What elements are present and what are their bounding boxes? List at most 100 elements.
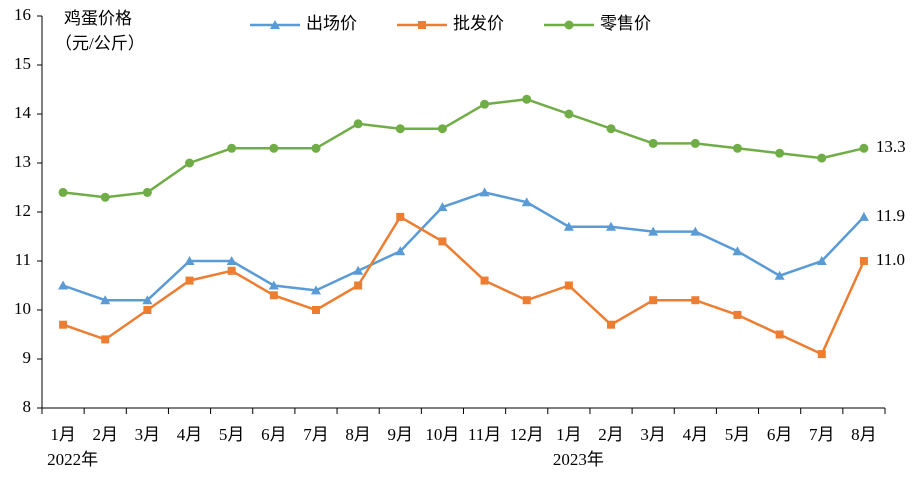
marker	[353, 265, 364, 275]
marker	[101, 335, 110, 344]
x-group-label: 2022年	[47, 450, 98, 469]
marker	[859, 143, 869, 153]
x-tick-label: 1月	[50, 425, 76, 444]
x-tick-label: 8月	[851, 425, 877, 444]
marker	[226, 256, 237, 265]
series-line	[62, 191, 865, 302]
y-tick-label: 13	[14, 152, 31, 171]
marker	[100, 295, 111, 305]
x-tick-label: 1月	[556, 425, 582, 444]
y-tick-label: 15	[14, 54, 31, 73]
marker	[227, 266, 236, 275]
marker	[395, 246, 406, 256]
x-tick-label: 7月	[809, 425, 835, 444]
x-tick-label: 10月	[425, 425, 459, 444]
marker	[143, 306, 152, 314]
marker	[184, 256, 195, 265]
marker	[227, 143, 237, 153]
series-line	[62, 98, 865, 199]
marker	[480, 99, 490, 109]
marker	[310, 285, 321, 295]
marker	[270, 20, 280, 29]
marker	[774, 270, 785, 280]
marker	[690, 138, 700, 148]
y-tick-label: 11	[15, 250, 31, 269]
y-axis-label: （元/公斤）	[55, 34, 145, 53]
legend-label: 批发价	[453, 14, 504, 33]
marker	[648, 138, 658, 148]
data-label: 11.9	[876, 206, 905, 225]
marker	[100, 192, 110, 202]
marker	[522, 94, 532, 104]
marker	[775, 148, 785, 158]
x-tick-label: 12月	[510, 425, 544, 444]
marker	[691, 296, 700, 305]
data-label: 13.3	[876, 137, 906, 156]
marker	[649, 296, 658, 305]
marker	[606, 221, 617, 231]
marker	[859, 257, 868, 265]
x-tick-label: 4月	[177, 425, 203, 444]
marker	[858, 211, 869, 221]
x-tick-label: 7月	[303, 425, 329, 444]
marker	[732, 143, 742, 153]
marker	[437, 124, 447, 134]
marker	[522, 296, 531, 305]
x-tick-label: 9月	[388, 425, 414, 444]
marker	[185, 158, 195, 168]
marker	[816, 256, 827, 265]
y-tick-label: 14	[14, 103, 32, 122]
marker	[142, 295, 153, 305]
x-tick-label: 2月	[598, 425, 624, 444]
marker	[648, 226, 659, 236]
x-tick-label: 5月	[219, 425, 245, 444]
marker	[564, 281, 573, 290]
marker	[733, 310, 742, 319]
marker	[311, 306, 320, 314]
y-tick-label: 12	[14, 201, 31, 220]
marker	[564, 109, 574, 119]
x-tick-label: 11月	[468, 425, 501, 444]
marker	[607, 320, 616, 329]
y-axis-label: 鸡蛋价格	[64, 9, 132, 28]
y-tick-label: 16	[14, 5, 31, 24]
data-label: 11.0	[876, 250, 905, 269]
marker	[58, 280, 69, 290]
marker	[437, 202, 448, 212]
marker	[396, 212, 405, 221]
marker	[58, 187, 68, 197]
marker	[354, 281, 363, 290]
marker	[353, 119, 363, 129]
x-tick-label: 4月	[683, 425, 709, 444]
marker	[395, 124, 405, 134]
x-tick-label: 6月	[261, 425, 287, 444]
x-tick-label: 8月	[345, 425, 371, 444]
y-tick-label: 8	[23, 397, 32, 416]
marker	[142, 187, 152, 197]
x-tick-label: 3月	[640, 425, 666, 444]
legend-label: 零售价	[600, 14, 651, 33]
marker	[480, 276, 489, 285]
marker	[817, 153, 827, 163]
marker	[606, 124, 616, 134]
x-tick-label: 5月	[725, 425, 751, 444]
marker	[479, 187, 490, 197]
legend-label: 出场价	[306, 14, 357, 33]
marker	[732, 246, 743, 256]
marker	[690, 226, 701, 236]
marker	[564, 20, 574, 30]
y-tick-label: 10	[14, 299, 31, 318]
series-line	[62, 215, 866, 356]
marker	[563, 221, 574, 231]
marker	[269, 143, 279, 153]
marker	[438, 237, 447, 246]
x-tick-label: 2月	[92, 425, 118, 444]
marker	[59, 320, 68, 329]
marker	[311, 143, 321, 153]
x-group-label: 2023年	[553, 450, 604, 469]
y-tick-label: 9	[23, 348, 32, 367]
marker	[817, 350, 826, 359]
x-tick-label: 3月	[135, 425, 161, 444]
marker	[269, 291, 278, 300]
marker	[521, 197, 532, 207]
